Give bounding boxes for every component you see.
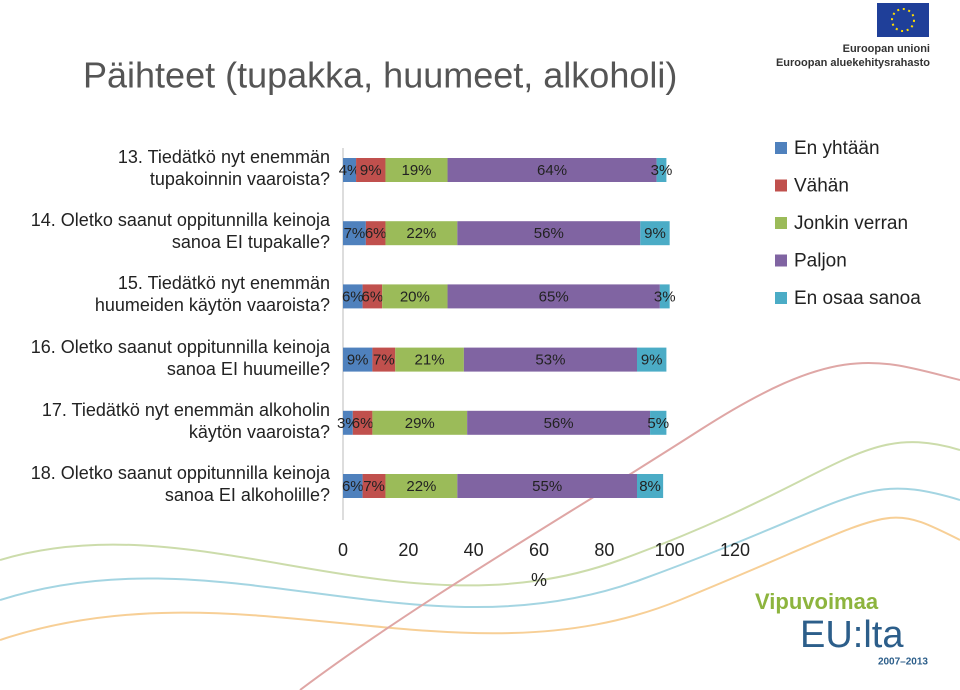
bar-segment	[343, 221, 366, 246]
bar-segment	[365, 221, 386, 246]
x-tick-label: 40	[464, 540, 484, 560]
bar-segment	[463, 347, 637, 372]
category-label: 14. Oletko saanut oppitunnilla keinoja s…	[30, 210, 330, 253]
value-label: 8%	[639, 478, 661, 495]
bar-segment	[385, 158, 448, 182]
bar-segment	[650, 410, 667, 435]
years-logo: 2007–2013	[878, 657, 928, 668]
value-label: 6%	[342, 478, 364, 495]
value-label: 55%	[532, 478, 562, 495]
bar-segment	[637, 347, 667, 372]
bar-segment	[457, 474, 637, 498]
x-tick-label: 0	[338, 540, 348, 560]
legend-swatch	[775, 292, 787, 304]
category-label: 13. Tiedätkö nyt enemmän tupakoinnin vaa…	[117, 147, 330, 189]
value-label: 6%	[362, 288, 384, 305]
value-label: 19%	[401, 162, 431, 179]
value-label: 7%	[344, 225, 366, 242]
legend-swatch	[775, 142, 787, 154]
legend-swatch	[775, 254, 787, 267]
bar-segment	[343, 474, 363, 498]
x-tick-label: 80	[594, 540, 614, 560]
category-label: 16. Oletko saanut oppitunnilla keinoja s…	[30, 336, 330, 379]
value-label: 64%	[537, 162, 567, 179]
bar-segment	[343, 410, 353, 435]
legend-label: Paljon	[794, 251, 847, 272]
legend-label: Jonkin verran	[794, 213, 908, 234]
bar-segment	[447, 158, 657, 182]
legend-label: Vähän	[794, 176, 849, 197]
value-label: 56%	[534, 225, 564, 242]
bar-segment	[395, 347, 464, 372]
value-label: 3%	[651, 162, 673, 179]
value-label: 7%	[363, 478, 385, 495]
bar-segment	[362, 474, 386, 498]
value-label: 4%	[339, 162, 361, 179]
bar-segment	[382, 284, 448, 309]
bar-segment	[343, 284, 363, 309]
value-label: 6%	[365, 225, 387, 242]
bar-segment	[385, 221, 458, 246]
category-label: 17. Tiedätkö nyt enemmän alkoholin käytö…	[41, 399, 330, 442]
bar-segment	[372, 410, 468, 435]
eu-stars	[891, 8, 915, 32]
category-label: 18. Oletko saanut oppitunnilla keinoja s…	[30, 463, 330, 505]
value-label: 5%	[647, 415, 669, 432]
decoration	[0, 361, 960, 690]
eulta-logo: EU:lta	[800, 614, 904, 656]
eu-text: Euroopan unioni	[843, 43, 930, 55]
legend-swatch	[775, 217, 787, 229]
bar-segment	[637, 474, 664, 498]
value-label: 53%	[535, 352, 565, 369]
bar-segment	[659, 284, 670, 309]
x-tick-label: 60	[529, 540, 549, 560]
value-label: 9%	[347, 352, 369, 369]
legend-label: En osaa sanoa	[794, 288, 921, 309]
value-label: 9%	[641, 352, 663, 369]
bar-segment	[656, 158, 667, 182]
x-tick-label: 20	[398, 540, 418, 560]
value-label: 9%	[360, 162, 382, 179]
value-label: 21%	[415, 352, 445, 369]
value-label: 20%	[400, 288, 430, 305]
value-label: 6%	[342, 288, 364, 305]
legend-label: En yhtään	[794, 138, 880, 159]
value-label: 9%	[644, 225, 666, 242]
x-tick-label: 120	[720, 540, 750, 560]
bar-segment	[362, 284, 383, 309]
category-label: 15. Tiedätkö nyt enemmän huumeiden käytö…	[94, 273, 330, 316]
value-label: 29%	[405, 415, 435, 432]
bar-segment	[640, 221, 670, 246]
value-label: 6%	[352, 415, 374, 432]
value-label: 56%	[544, 415, 574, 432]
value-label: 22%	[406, 225, 436, 242]
bar-segment	[447, 284, 660, 309]
value-label: 7%	[373, 352, 395, 369]
x-tick-label: 100	[655, 540, 685, 560]
vipu-logo: Vipuvoimaa	[755, 589, 879, 614]
bar-segment	[343, 347, 373, 372]
bar-segment	[356, 158, 386, 182]
x-axis-label: %	[531, 570, 547, 590]
title: Päihteet (tupakka, huumeet, alkoholi)	[83, 55, 677, 96]
bar-segment	[343, 158, 357, 182]
bar-segment	[385, 474, 458, 498]
bar-segment	[372, 347, 396, 372]
legend-swatch	[775, 179, 787, 192]
eu-text: Euroopan aluekehitysrahasto	[776, 57, 930, 69]
value-label: 22%	[406, 478, 436, 495]
bar-segment	[457, 221, 641, 246]
bar-segment	[467, 410, 651, 435]
bar-segment	[352, 410, 373, 435]
value-label: 65%	[539, 288, 569, 305]
value-label: 3%	[654, 288, 676, 305]
